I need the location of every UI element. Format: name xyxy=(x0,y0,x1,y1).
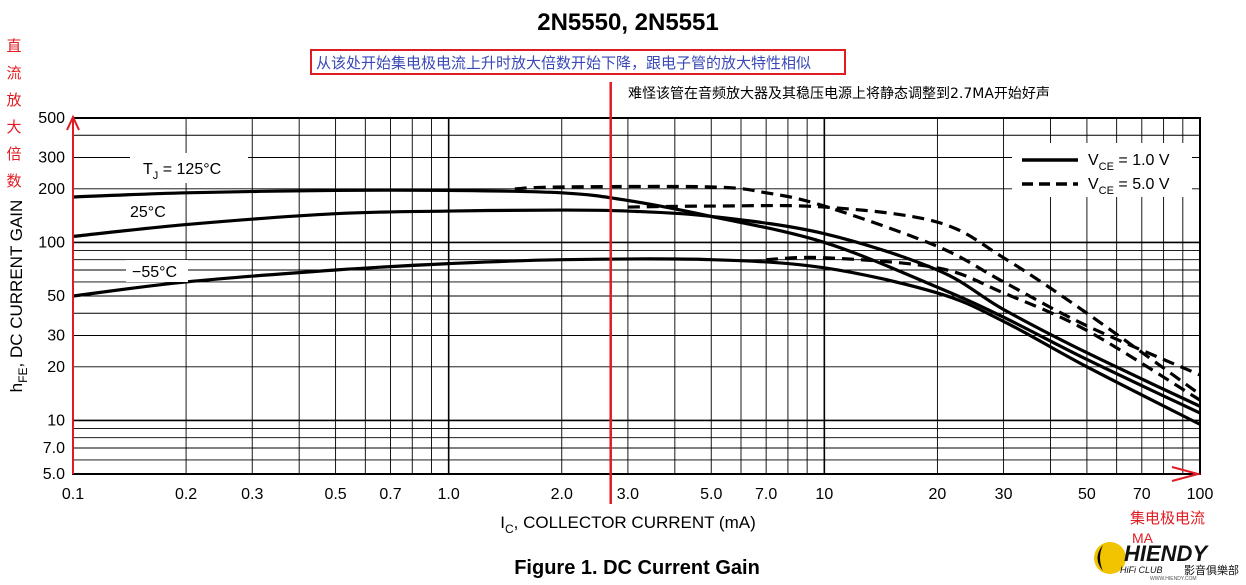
series-line-dashed xyxy=(627,203,1201,396)
y-tick-labels: 5.0 7.0 10 20 30 50 100 200 300 500 xyxy=(38,110,65,483)
y-axis-chinese-char: 放 xyxy=(6,91,21,109)
series-line-dashed xyxy=(766,255,1201,402)
logo-url: WWW.HIENDY.COM xyxy=(1150,576,1197,582)
y-tick-label: 5.0 xyxy=(43,466,65,483)
y-tick-label: 20 xyxy=(47,359,65,376)
y-axis-label: hFE, DC CURRENT GAIN xyxy=(7,200,30,393)
legend-entry-vce-1: VCE = 1.0 V xyxy=(1088,152,1170,173)
series-line-solid xyxy=(72,188,1201,415)
annotation-box-text: 从该处开始集电极电流上升时放大倍数开始下降，跟电子管的放大特性相似 xyxy=(316,54,811,72)
legend-entry-vce-5: VCE = 5.0 V xyxy=(1088,176,1170,197)
x-axis-arrow-head xyxy=(1171,466,1202,482)
x-tick-label: 1.0 xyxy=(438,486,460,503)
chart-title: 2N5550, 2N5551 xyxy=(537,9,718,36)
y-tick-label: 30 xyxy=(47,327,65,344)
x-tick-label: 30 xyxy=(995,486,1013,503)
series-line-solid xyxy=(72,257,1201,426)
x-tick-label: 0.1 xyxy=(62,486,84,503)
curve-label-125c: TJ = 125°C xyxy=(143,161,221,182)
red-annotation-marks xyxy=(66,82,1202,504)
y-axis-chinese-char: 直 xyxy=(6,37,21,55)
x-axis-chinese-annotation: 集电极电流 xyxy=(1130,509,1205,527)
x-tick-label: 7.0 xyxy=(755,486,777,503)
legend-bg xyxy=(1012,143,1192,197)
annotation-note: 难怪该管在音频放大器及其稳压电源上将静态调整到2.7MA开始好声 xyxy=(628,85,1050,102)
x-tick-label: 2.0 xyxy=(551,486,573,503)
logo-mark xyxy=(1097,545,1103,571)
curve-label-25c: 25°C xyxy=(130,204,166,221)
x-axis-label: IC, COLLECTOR CURRENT (mA) xyxy=(500,513,756,536)
y-tick-label: 10 xyxy=(47,412,65,429)
figure-caption: Figure 1. DC Current Gain xyxy=(514,557,760,579)
hiendy-logo: HIENDY HiFi CLUB 影音俱樂部 WWW.HIENDY.COM xyxy=(1094,541,1239,582)
grid xyxy=(72,117,1201,475)
y-axis-arrow-head xyxy=(66,114,80,131)
logo-subtext-left: HiFi CLUB xyxy=(1120,565,1163,575)
x-tick-label: 0.7 xyxy=(379,486,401,503)
logo-text: HIENDY xyxy=(1124,541,1209,566)
x-tick-label: 5.0 xyxy=(700,486,722,503)
x-tick-label: 0.5 xyxy=(324,486,346,503)
y-tick-label: 100 xyxy=(38,234,65,251)
x-tick-label: 3.0 xyxy=(617,486,639,503)
y-axis-chinese-char: 流 xyxy=(6,64,21,82)
y-tick-label: 500 xyxy=(38,110,65,127)
x-tick-label: 100 xyxy=(1187,486,1214,503)
series-line-solid xyxy=(72,208,1201,408)
x-tick-label: 0.3 xyxy=(241,486,263,503)
y-tick-label: 200 xyxy=(38,181,65,198)
curve-label-bg-125 xyxy=(130,153,248,183)
x-tick-label: 0.2 xyxy=(175,486,197,503)
y-axis-chinese-char: 大 xyxy=(6,118,21,136)
y-axis-chinese-char: 倍 xyxy=(6,145,21,163)
x-tick-label: 20 xyxy=(929,486,947,503)
curve-label-bg-m55 xyxy=(126,260,188,282)
curve-label-minus55c: −55°C xyxy=(132,264,177,281)
y-axis-chinese-char: 数 xyxy=(6,172,21,190)
series-group xyxy=(72,184,1201,426)
y-tick-label: 300 xyxy=(38,149,65,166)
annotation-box xyxy=(310,49,846,75)
y-tick-label: 50 xyxy=(47,288,65,305)
logo-subtext-right: 影音俱樂部 xyxy=(1184,563,1239,577)
x-tick-labels: 0.1 0.2 0.3 0.5 0.7 1.0 2.0 3.0 5.0 7.0 10 20 30 50 70… xyxy=(62,486,1214,503)
series-line-dashed xyxy=(514,184,1201,377)
x-tick-label: 50 xyxy=(1078,486,1096,503)
legend: VCE = 1.0 V VCE = 5.0 V xyxy=(1012,143,1192,197)
curve-label-bg-25 xyxy=(124,200,176,222)
x-axis-unit-annotation: MA xyxy=(1132,530,1154,546)
x-tick-label: 10 xyxy=(815,486,833,503)
y-tick-label: 7.0 xyxy=(43,440,65,457)
logo-circle xyxy=(1094,542,1126,574)
x-tick-label: 70 xyxy=(1133,486,1151,503)
